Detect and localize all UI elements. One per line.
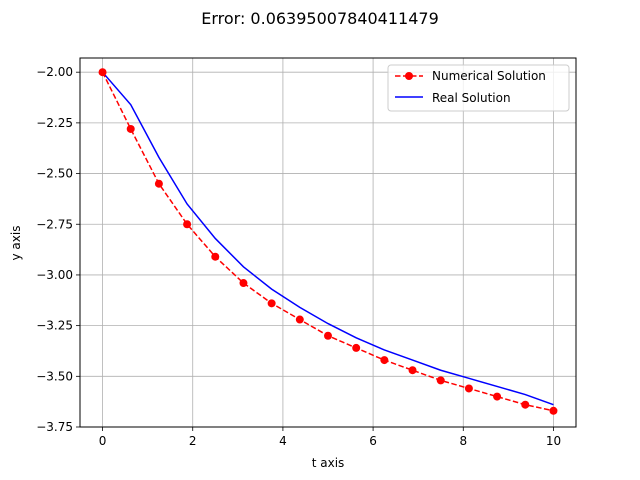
- grid: [80, 58, 576, 428]
- data-point-numerical-solution: [380, 356, 389, 365]
- x-tick-label: 2: [189, 434, 197, 448]
- y-axis: −2.00 −2.25 −2.50 −2.75 −3.00 −3.25 −3.50 −3.75: [36, 65, 80, 434]
- x-tick-label: 8: [459, 434, 467, 448]
- x-tick-label: 0: [99, 434, 107, 448]
- y-tick-label: −3.25: [36, 319, 73, 333]
- x-axis: 0 2 4 6 8 10: [99, 427, 561, 448]
- data-point-numerical-solution: [154, 179, 163, 188]
- y-tick-label: −3.00: [36, 268, 73, 282]
- data-point-numerical-solution: [267, 299, 276, 308]
- data-point-numerical-solution: [98, 68, 107, 77]
- data-point-numerical-solution: [324, 331, 332, 340]
- y-tick-label: −2.25: [36, 116, 73, 130]
- data-point-numerical-solution: [464, 384, 473, 393]
- series-line-real-solution: [101, 71, 554, 406]
- data-point-numerical-solution: [521, 400, 530, 409]
- y-tick-label: −2.00: [36, 65, 73, 79]
- x-tick-label: 10: [546, 434, 561, 448]
- plot-frame: [79, 57, 577, 428]
- legend-box: [387, 64, 570, 112]
- y-tick-label: −2.50: [36, 167, 73, 181]
- legend: Numerical Solution Real Solution: [387, 64, 570, 112]
- data-point-numerical-solution: [211, 252, 220, 261]
- x-tick-label: 6: [369, 434, 377, 448]
- chart-title: Error: 0.06395007840411479: [201, 9, 439, 28]
- series-layer: [98, 68, 558, 415]
- x-axis-label: t axis: [312, 456, 345, 470]
- data-point-numerical-solution: [549, 406, 558, 415]
- legend-label-real: Real Solution: [432, 91, 511, 105]
- data-point-numerical-solution: [126, 124, 135, 133]
- y-tick-label: −2.75: [36, 217, 73, 231]
- legend-label-numerical: Numerical Solution: [432, 69, 546, 83]
- y-tick-label: −3.75: [36, 420, 73, 434]
- data-point-numerical-solution: [183, 220, 192, 229]
- data-point-numerical-solution: [436, 376, 445, 385]
- data-point-numerical-solution: [493, 392, 502, 401]
- x-tick-label: 4: [279, 434, 287, 448]
- y-axis-label: y axis: [9, 226, 23, 261]
- data-point-numerical-solution: [408, 366, 417, 375]
- y-tick-label: −3.50: [36, 369, 73, 383]
- legend-marker-numerical: [405, 72, 413, 80]
- data-point-numerical-solution: [239, 279, 248, 288]
- data-point-numerical-solution: [352, 343, 361, 352]
- data-point-numerical-solution: [295, 315, 304, 324]
